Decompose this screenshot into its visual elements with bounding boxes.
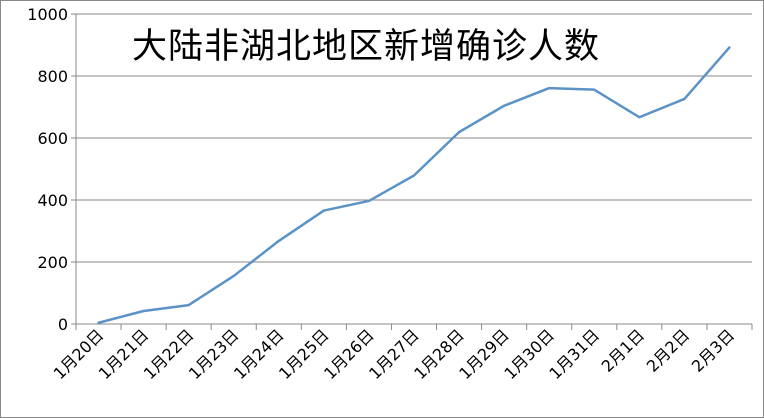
- data-point: [97, 321, 100, 324]
- data-point: [187, 303, 190, 307]
- data-point: [232, 274, 235, 278]
- data-point: [728, 46, 731, 49]
- y-tick-label: 0: [58, 315, 68, 334]
- data-point: [142, 309, 145, 313]
- data-point: [277, 239, 280, 243]
- data-point: [412, 174, 416, 177]
- x-tick-label: 2月1日: [598, 325, 648, 375]
- data-point: [593, 88, 596, 91]
- y-tick-label: 200: [37, 253, 68, 272]
- chart-title: 大陆非湖北地区新增确诊人数: [132, 27, 601, 67]
- data-point: [638, 116, 641, 119]
- data-point: [367, 199, 371, 203]
- data-point: [502, 104, 506, 107]
- y-tick-label: 1000: [27, 5, 68, 24]
- y-tick-label: 400: [37, 191, 68, 210]
- data-point: [548, 86, 551, 90]
- y-tick-label: 800: [37, 67, 68, 86]
- x-tick-label: 1月31日: [545, 325, 603, 383]
- data-point: [683, 97, 686, 101]
- y-tick-label: 600: [37, 129, 68, 148]
- x-tick-label: 2月2日: [643, 325, 693, 375]
- data-point: [457, 130, 461, 134]
- series-line: [98, 46, 731, 324]
- data-point: [322, 209, 326, 212]
- x-tick-label: 2月3日: [688, 325, 738, 375]
